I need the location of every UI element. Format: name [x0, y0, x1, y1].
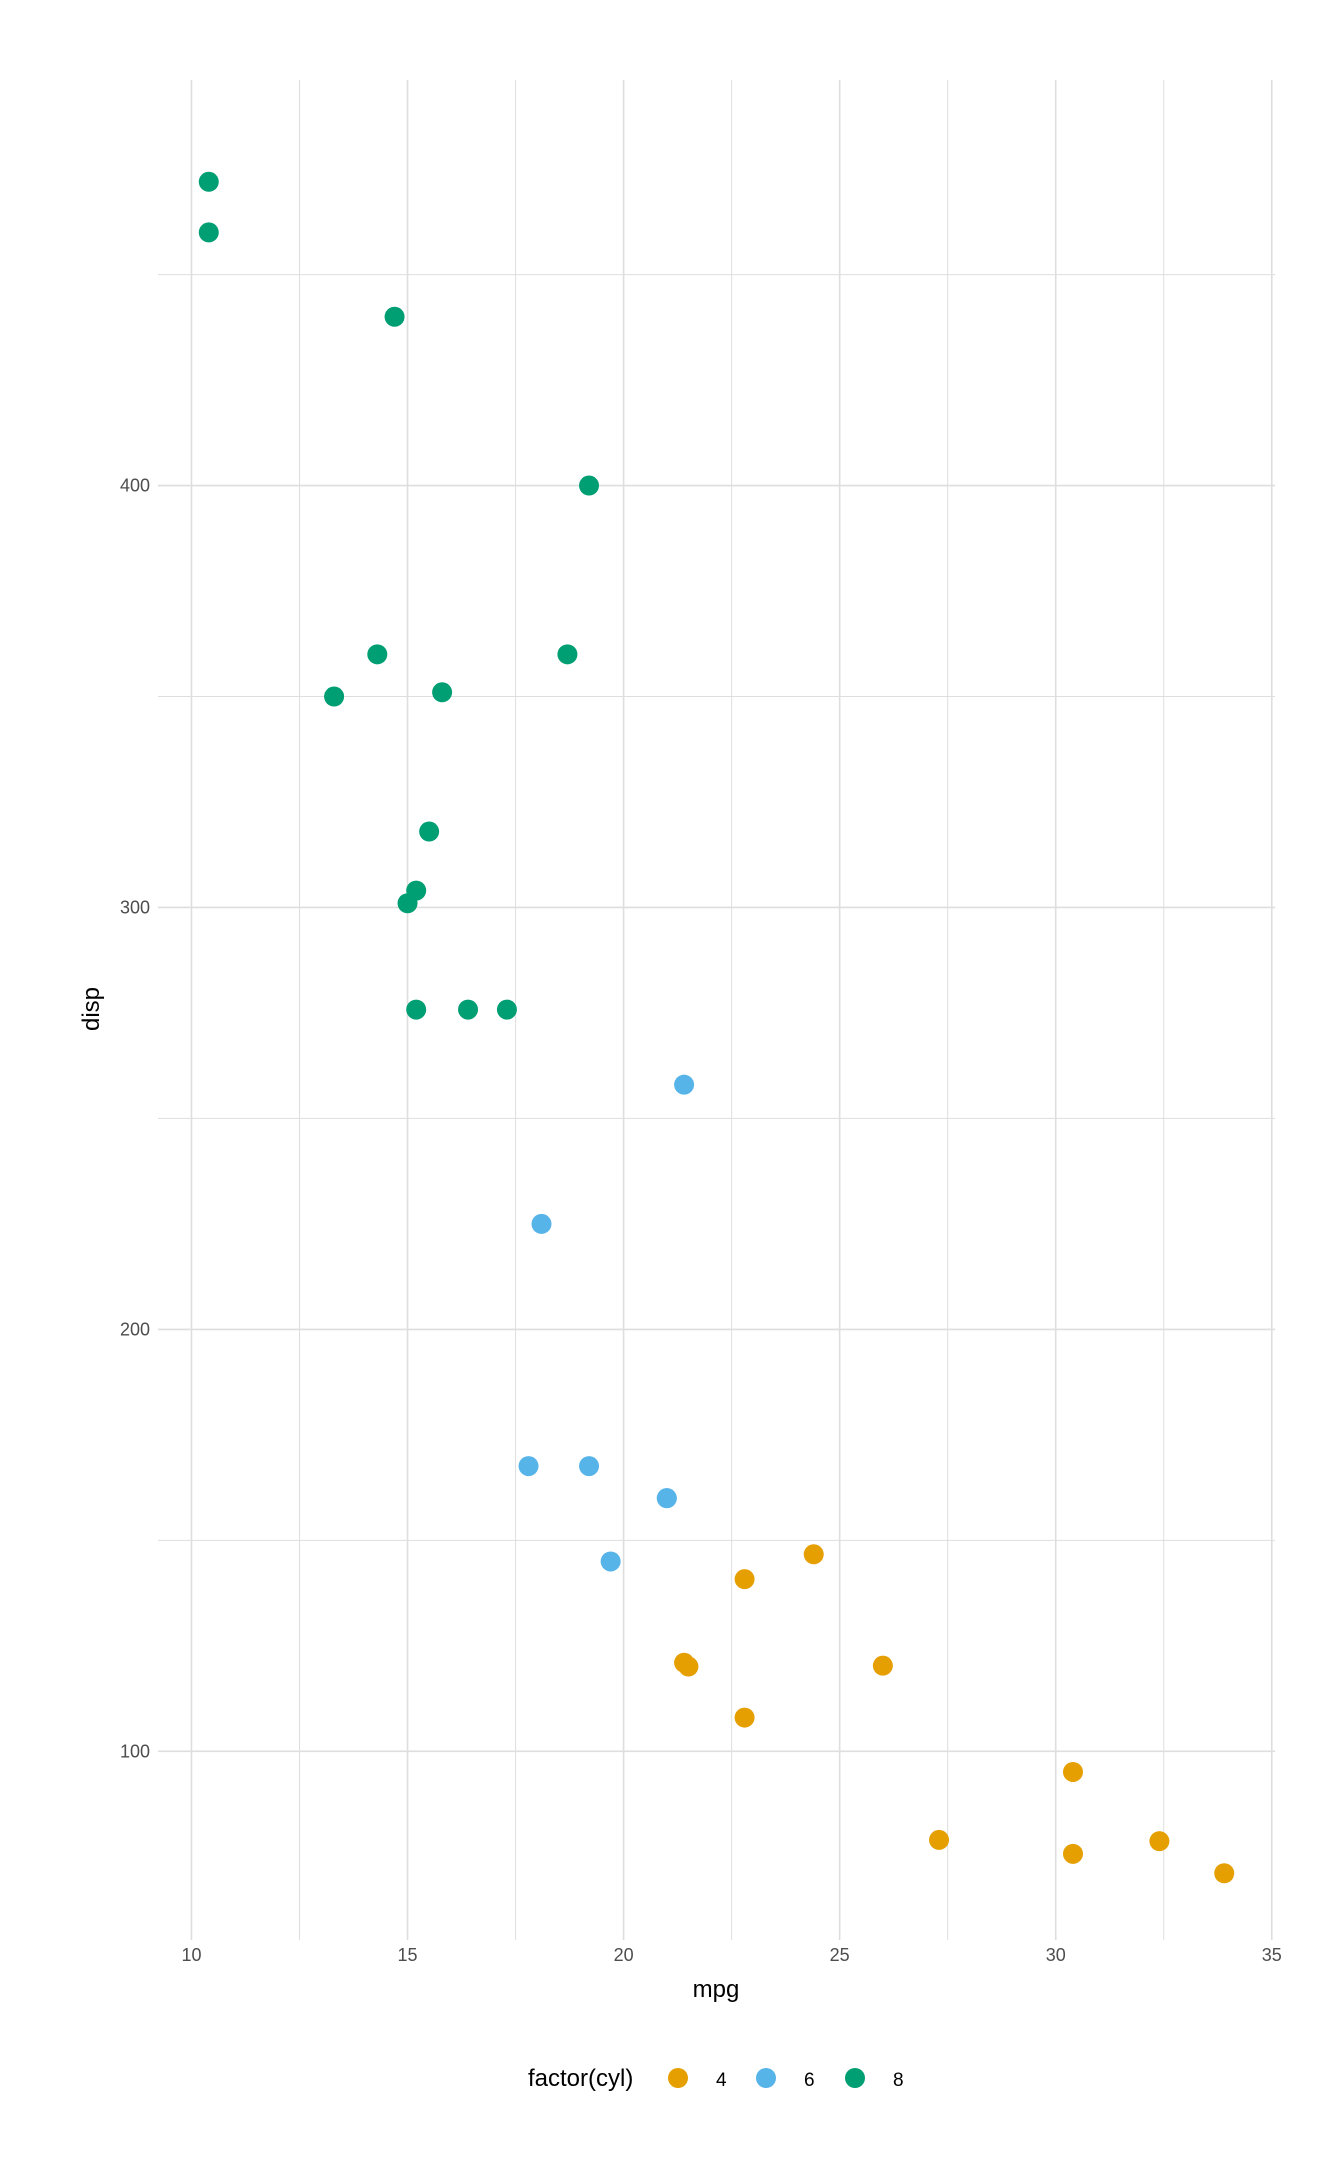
data-point-cyl-8 — [458, 999, 479, 1020]
x-axis-title: mpg — [693, 1976, 740, 2003]
legend-label-6: 6 — [804, 2070, 815, 2091]
data-point-cyl-4 — [929, 1829, 950, 1850]
data-point-cyl-6 — [518, 1456, 539, 1477]
minor-gridlines — [158, 80, 1275, 1940]
data-point-cyl-4 — [734, 1707, 755, 1728]
data-points — [198, 171, 1235, 1884]
data-point-cyl-4 — [1062, 1761, 1083, 1782]
data-point-cyl-8 — [198, 222, 219, 243]
data-point-cyl-8 — [579, 475, 600, 496]
data-point-cyl-4 — [734, 1569, 755, 1590]
y-tick-label: 200 — [120, 1319, 150, 1339]
legend-title: factor(cyl) — [528, 2065, 633, 2092]
data-point-cyl-8 — [384, 306, 405, 327]
data-point-cyl-6 — [656, 1488, 677, 1509]
data-point-cyl-8 — [406, 999, 427, 1020]
data-point-cyl-4 — [1214, 1863, 1235, 1884]
data-point-cyl-8 — [496, 999, 517, 1020]
legend-label-4: 4 — [716, 2070, 727, 2091]
data-point-cyl-4 — [1149, 1831, 1170, 1852]
data-point-cyl-8 — [324, 686, 345, 707]
data-point-cyl-8 — [432, 682, 453, 703]
legend-key-4 — [668, 2068, 688, 2088]
data-point-cyl-8 — [557, 644, 578, 665]
y-tick-label: 300 — [120, 897, 150, 917]
x-tick-label: 25 — [830, 1945, 850, 1965]
legend: factor(cyl) 4 6 8 — [528, 2065, 904, 2092]
y-tick-label: 100 — [120, 1741, 150, 1761]
y-axis-title: disp — [78, 987, 105, 1031]
data-point-cyl-8 — [419, 821, 440, 842]
y-tick-label: 400 — [120, 476, 150, 496]
data-point-cyl-4 — [1062, 1843, 1083, 1864]
data-point-cyl-8 — [367, 644, 388, 665]
x-tick-label: 10 — [181, 1945, 201, 1965]
y-axis-tick-labels: 100 200 300 400 — [120, 476, 150, 1762]
data-point-cyl-4 — [872, 1655, 893, 1676]
x-tick-label: 20 — [614, 1945, 634, 1965]
x-tick-label: 35 — [1262, 1945, 1282, 1965]
x-axis-tick-labels: 10 15 20 25 30 35 — [181, 1945, 1281, 1965]
legend-key-6 — [756, 2068, 776, 2088]
legend-key-8 — [845, 2068, 865, 2088]
data-point-cyl-6 — [600, 1551, 621, 1572]
data-point-cyl-8 — [198, 171, 219, 192]
major-gridlines — [158, 80, 1275, 1940]
x-tick-label: 30 — [1046, 1945, 1066, 1965]
legend-entries: 4 6 8 — [668, 2068, 904, 2091]
data-point-cyl-4 — [674, 1652, 695, 1673]
data-point-cyl-6 — [579, 1456, 600, 1477]
data-point-cyl-4 — [803, 1544, 824, 1565]
data-point-cyl-6 — [531, 1213, 552, 1234]
legend-label-8: 8 — [893, 2070, 904, 2091]
data-point-cyl-6 — [674, 1074, 695, 1095]
data-point-cyl-8 — [397, 893, 418, 914]
x-tick-label: 15 — [398, 1945, 418, 1965]
